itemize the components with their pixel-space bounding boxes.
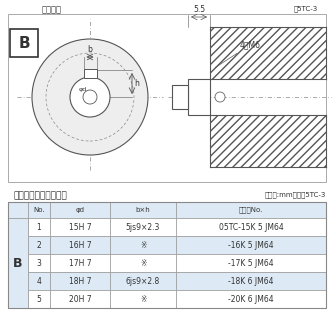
Text: ※: ※	[140, 295, 146, 304]
Text: ※: ※	[140, 259, 146, 268]
Bar	[176, 290, 326, 308]
Text: -16K 5 JM64: -16K 5 JM64	[228, 240, 274, 249]
Text: φd: φd	[75, 207, 85, 213]
Circle shape	[32, 39, 148, 155]
Bar	[84, 69, 97, 78]
Text: 2: 2	[37, 240, 41, 249]
Text: 16H 7: 16H 7	[69, 240, 91, 249]
Text: 6js9×2.8: 6js9×2.8	[126, 277, 160, 286]
Circle shape	[215, 92, 225, 102]
Bar	[8, 202, 28, 218]
Text: b×h: b×h	[136, 207, 150, 213]
Bar	[28, 202, 50, 218]
Bar	[50, 202, 110, 218]
Bar	[28, 218, 50, 236]
Text: 17H 7: 17H 7	[69, 259, 91, 268]
Text: B: B	[13, 257, 23, 270]
Text: 05TC-15K 5 JM64: 05TC-15K 5 JM64	[219, 222, 283, 231]
Text: -18K 6 JM64: -18K 6 JM64	[228, 277, 274, 286]
Bar	[10, 29, 38, 57]
Text: 4: 4	[36, 277, 41, 286]
Text: 5: 5	[36, 295, 41, 304]
Text: -20K 6 JM64: -20K 6 JM64	[228, 295, 274, 304]
Bar	[28, 254, 50, 272]
Text: 1: 1	[37, 222, 41, 231]
Bar	[50, 254, 110, 272]
Bar	[28, 272, 50, 290]
Bar	[110, 290, 176, 308]
Text: コードNo.: コードNo.	[239, 207, 263, 213]
Text: No.: No.	[33, 207, 45, 213]
Bar	[50, 236, 110, 254]
Text: b: b	[88, 45, 93, 54]
Circle shape	[83, 90, 97, 104]
Bar	[188, 79, 210, 115]
Bar	[8, 218, 28, 308]
Bar	[8, 202, 326, 308]
Text: 5.5: 5.5	[193, 5, 205, 14]
Text: 図5TC-3: 図5TC-3	[294, 5, 318, 12]
Bar	[176, 254, 326, 272]
Circle shape	[70, 77, 110, 117]
Bar	[176, 218, 326, 236]
Bar	[50, 218, 110, 236]
Text: -17K 5 JM64: -17K 5 JM64	[228, 259, 274, 268]
Bar	[110, 236, 176, 254]
Text: ※: ※	[140, 240, 146, 249]
Bar	[110, 202, 176, 218]
Bar	[50, 290, 110, 308]
Bar	[210, 115, 326, 167]
Bar	[176, 236, 326, 254]
Text: （単位:mm）　表5TC-3: （単位:mm） 表5TC-3	[265, 191, 326, 198]
Text: 15H 7: 15H 7	[69, 222, 91, 231]
Bar	[50, 272, 110, 290]
Text: 4－M6: 4－M6	[215, 40, 261, 67]
Bar	[176, 202, 326, 218]
Bar	[110, 272, 176, 290]
Text: 軸穴形状コードー覧表: 軸穴形状コードー覧表	[14, 191, 68, 200]
Bar	[110, 218, 176, 236]
Text: 5js9×2.3: 5js9×2.3	[126, 222, 160, 231]
Text: h: h	[134, 78, 139, 88]
Bar	[8, 14, 326, 182]
Text: B: B	[18, 35, 30, 50]
Text: 20H 7: 20H 7	[69, 295, 91, 304]
Bar	[210, 27, 326, 79]
Text: 18H 7: 18H 7	[69, 277, 91, 286]
Bar	[110, 254, 176, 272]
Bar	[176, 272, 326, 290]
Bar	[172, 85, 188, 109]
Text: 軸穴形状: 軸穴形状	[42, 5, 62, 14]
Bar	[28, 290, 50, 308]
Text: 3: 3	[36, 259, 41, 268]
Bar	[28, 236, 50, 254]
Text: φd: φd	[79, 87, 87, 92]
